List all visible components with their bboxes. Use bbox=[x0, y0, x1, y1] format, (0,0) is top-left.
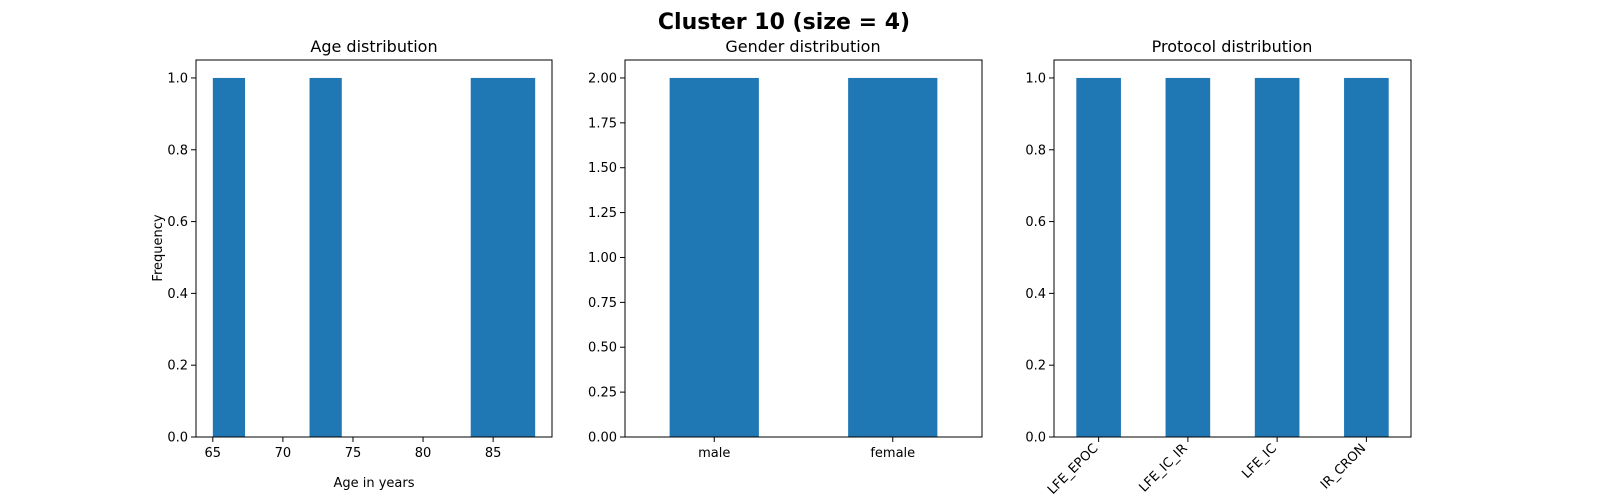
gender-xtick-label-0: male bbox=[698, 446, 730, 461]
protocol-xtick-label-0: LFE_EPOC bbox=[1045, 441, 1101, 497]
age-chart-ylabel: Frequency bbox=[151, 214, 166, 281]
protocol-chart-title: Protocol distribution bbox=[1152, 37, 1313, 56]
gender-ytick-label-2: 0.50 bbox=[588, 341, 617, 356]
age-chart-xlabel: Age in years bbox=[333, 476, 414, 491]
age-ytick-label-4: 0.8 bbox=[167, 143, 188, 158]
age-ytick-label-5: 1.0 bbox=[167, 71, 188, 86]
gender-bar-1 bbox=[848, 77, 938, 437]
gender-ytick-label-1: 0.25 bbox=[588, 386, 617, 401]
protocol-ytick-label-5: 1.0 bbox=[1025, 71, 1046, 86]
gender-ytick-label-4: 1.00 bbox=[588, 251, 617, 266]
gender-chart-title: Gender distribution bbox=[725, 37, 880, 56]
age-bar-1 bbox=[309, 77, 342, 437]
gender-bar-0 bbox=[669, 77, 759, 437]
gender-ytick-label-3: 0.75 bbox=[588, 296, 617, 311]
protocol-bar-1 bbox=[1165, 77, 1211, 437]
protocol-bar-0 bbox=[1076, 77, 1121, 437]
age-ytick-label-3: 0.6 bbox=[167, 215, 188, 230]
gender-xtick-label-1: female bbox=[870, 446, 915, 461]
protocol-distribution-chart: Protocol distribution LFE_EPOC LFE_IC_IR L… bbox=[1025, 37, 1412, 498]
protocol-xtick-label-2: LFE_IC bbox=[1239, 441, 1280, 482]
protocol-xtick-label-3: IR_CRON bbox=[1318, 441, 1369, 492]
age-bar-0 bbox=[212, 77, 246, 437]
age-axes-frame bbox=[195, 59, 553, 438]
age-xtick-label-0: 65 bbox=[205, 446, 222, 461]
age-distribution-chart: Age distribution Age in years Frequency … bbox=[151, 37, 553, 491]
age-chart-title: Age distribution bbox=[310, 37, 437, 56]
gender-distribution-chart: Gender distribution male female 0.00 0.25 0.… bbox=[588, 37, 983, 461]
protocol-ytick-label-3: 0.6 bbox=[1025, 215, 1046, 230]
gender-axes-frame bbox=[624, 59, 983, 438]
protocol-ytick-label-1: 0.2 bbox=[1025, 359, 1046, 374]
age-ytick-label-1: 0.2 bbox=[167, 359, 188, 374]
age-xtick-label-1: 70 bbox=[275, 446, 292, 461]
protocol-ytick-label-0: 0.0 bbox=[1025, 431, 1046, 446]
gender-ytick-label-7: 1.75 bbox=[588, 116, 617, 131]
protocol-ytick-label-4: 0.8 bbox=[1025, 143, 1046, 158]
protocol-bar-3 bbox=[1344, 77, 1389, 437]
age-xtick-label-3: 80 bbox=[415, 446, 432, 461]
gender-ytick-label-6: 1.50 bbox=[588, 161, 617, 176]
protocol-axes-frame bbox=[1053, 59, 1412, 438]
figure-suptitle: Cluster 10 (size = 4) bbox=[658, 10, 910, 35]
protocol-xtick-label-1: LFE_IC_IR bbox=[1136, 441, 1190, 495]
gender-ytick-label-8: 2.00 bbox=[588, 71, 617, 86]
protocol-bar-2 bbox=[1254, 77, 1300, 437]
gender-ytick-label-5: 1.25 bbox=[588, 206, 617, 221]
gender-ytick-label-0: 0.00 bbox=[588, 431, 617, 446]
age-xtick-label-2: 75 bbox=[345, 446, 362, 461]
age-ytick-label-2: 0.4 bbox=[167, 287, 188, 302]
age-ytick-label-0: 0.0 bbox=[167, 431, 188, 446]
age-bar-2 bbox=[470, 77, 536, 437]
age-xtick-label-4: 85 bbox=[485, 446, 502, 461]
protocol-ytick-label-2: 0.4 bbox=[1025, 287, 1046, 302]
